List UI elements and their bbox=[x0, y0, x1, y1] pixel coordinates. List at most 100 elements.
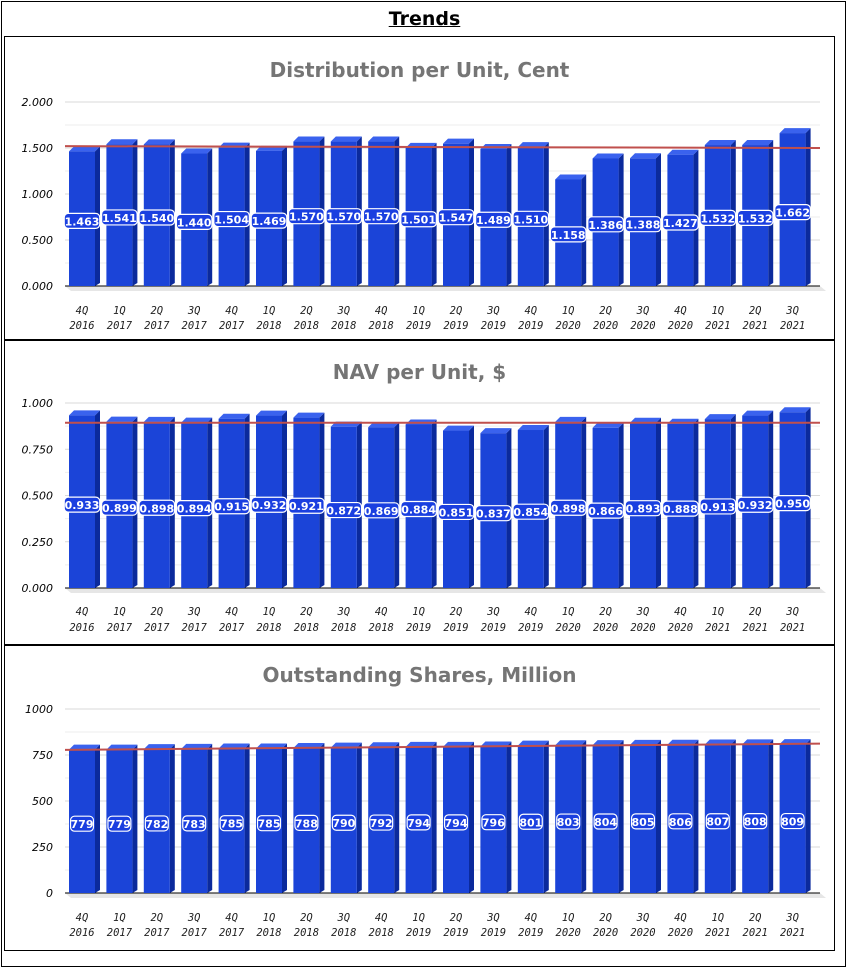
chart-floor bbox=[65, 286, 826, 291]
data-label: 0.898 bbox=[551, 502, 586, 515]
x-tick-year: 2021 bbox=[780, 320, 805, 332]
x-tick-quarter: 4Q bbox=[225, 606, 238, 618]
x-tick-quarter: 1Q bbox=[113, 912, 126, 924]
x-tick-quarter: 2Q bbox=[599, 606, 612, 618]
bar-top bbox=[592, 153, 624, 159]
data-label: 788 bbox=[295, 817, 318, 830]
bar-top bbox=[368, 136, 400, 142]
data-label-box bbox=[138, 209, 176, 226]
x-tick-quarter: 3Q bbox=[336, 912, 350, 924]
data-label-box bbox=[400, 500, 437, 518]
bar-top bbox=[443, 138, 474, 144]
bar-top bbox=[555, 740, 587, 746]
x-tick-quarter: 3Q bbox=[486, 606, 500, 618]
x-tick-quarter: 4Q bbox=[375, 912, 388, 924]
x-tick-quarter: 3Q bbox=[486, 912, 500, 924]
bar-side bbox=[693, 739, 699, 893]
x-tick-year: 2020 bbox=[668, 622, 693, 634]
bar-top bbox=[592, 422, 624, 428]
x-tick-year: 2018 bbox=[294, 622, 319, 634]
bar-top bbox=[555, 174, 587, 180]
data-label-box bbox=[699, 498, 737, 515]
x-tick-year: 2020 bbox=[630, 927, 655, 939]
data-label: 0.869 bbox=[364, 505, 399, 518]
x-tick-year: 2019 bbox=[481, 927, 506, 939]
data-label-box bbox=[182, 815, 207, 832]
bar-top bbox=[742, 410, 774, 416]
data-label-box bbox=[549, 226, 587, 243]
distribution-chart-svg: Distribution per Unit, Cent 0.000 0.500 1.0… bbox=[22, 58, 826, 332]
data-label: 1.570 bbox=[289, 211, 324, 224]
x-tick-year: 2019 bbox=[518, 927, 543, 939]
bar-side bbox=[95, 744, 100, 893]
x-tick-quarter: 4Q bbox=[524, 912, 537, 924]
x-tick-quarter: 1Q bbox=[412, 606, 425, 618]
data-label: 1.532 bbox=[700, 212, 735, 225]
bar-side bbox=[618, 740, 624, 893]
bar-top bbox=[69, 744, 100, 750]
x-tick-quarter: 4Q bbox=[674, 606, 687, 618]
shares-chart-panel: Outstanding Shares, Million 0 250 500 750 100… bbox=[4, 645, 835, 951]
bar-top bbox=[143, 416, 175, 422]
x-tick-year: 2020 bbox=[630, 320, 655, 332]
x-tick-quarter: 1Q bbox=[263, 912, 276, 924]
x-tick-year: 2017 bbox=[219, 320, 245, 332]
data-label: 807 bbox=[706, 816, 729, 829]
data-label: 808 bbox=[744, 816, 767, 829]
data-label: 1.570 bbox=[364, 211, 399, 224]
data-label-box bbox=[443, 814, 469, 831]
data-label-box bbox=[362, 208, 400, 225]
bar-side bbox=[506, 741, 512, 893]
x-tick-quarter: 3Q bbox=[187, 912, 201, 924]
x-tick-year: 2020 bbox=[593, 622, 618, 634]
bar-side bbox=[581, 740, 587, 893]
data-label: 0.932 bbox=[252, 499, 287, 512]
y-tick-label: 0.750 bbox=[22, 443, 54, 456]
bar-top bbox=[555, 416, 587, 422]
x-tick-year: 2019 bbox=[443, 320, 468, 332]
x-tick-quarter: 3Q bbox=[636, 912, 650, 924]
data-label-box bbox=[518, 813, 543, 830]
data-label: 806 bbox=[669, 816, 692, 829]
x-tick-quarter: 1Q bbox=[711, 912, 724, 924]
x-tick-year: 2016 bbox=[69, 622, 94, 634]
bar-top bbox=[106, 416, 138, 422]
data-label-box bbox=[736, 209, 774, 226]
data-label: 1.427 bbox=[663, 217, 698, 230]
x-tick-year: 2021 bbox=[705, 927, 730, 939]
x-tick-year: 2021 bbox=[705, 320, 730, 332]
x-tick-quarter: 3Q bbox=[636, 606, 650, 618]
bar-top bbox=[218, 413, 250, 419]
x-tick-year: 2020 bbox=[556, 622, 581, 634]
x-tick-year: 2017 bbox=[182, 622, 208, 634]
data-label: 0.872 bbox=[326, 505, 361, 518]
x-tick-year: 2018 bbox=[256, 927, 281, 939]
data-label: 1.540 bbox=[139, 212, 174, 225]
x-tick-quarter: 3Q bbox=[187, 305, 201, 317]
x-tick-quarter: 1Q bbox=[412, 912, 425, 924]
data-label-box bbox=[587, 502, 624, 519]
x-tick-year: 2018 bbox=[369, 320, 394, 332]
x-tick-quarter: 1Q bbox=[113, 305, 126, 317]
bar-top bbox=[779, 407, 811, 413]
x-tick-year: 2020 bbox=[593, 320, 618, 332]
bar-top bbox=[69, 146, 100, 152]
x-tick-year: 2017 bbox=[144, 927, 170, 939]
x-tick-year: 2018 bbox=[294, 320, 319, 332]
x-tick-quarter: 2Q bbox=[749, 305, 762, 317]
x-tick-quarter: 4Q bbox=[225, 912, 238, 924]
y-tick-label: 2.000 bbox=[22, 96, 54, 109]
trend-line bbox=[64, 145, 821, 149]
x-tick-quarter: 2Q bbox=[150, 912, 163, 924]
x-tick-quarter: 1Q bbox=[113, 606, 126, 618]
data-label: 803 bbox=[557, 816, 580, 829]
bar-top bbox=[181, 743, 213, 749]
data-label: 785 bbox=[220, 818, 243, 831]
x-tick-quarter: 4Q bbox=[375, 606, 388, 618]
data-label: 0.921 bbox=[289, 500, 324, 513]
data-label-box bbox=[219, 815, 244, 832]
y-tick-label: 0.500 bbox=[22, 490, 54, 503]
y-tick-label: 0.250 bbox=[22, 536, 54, 549]
nav-chart-panel: NAV per Unit, $ 0.000 0.250 0.500 0.750 1.000… bbox=[4, 340, 835, 645]
data-label-box bbox=[593, 813, 618, 830]
